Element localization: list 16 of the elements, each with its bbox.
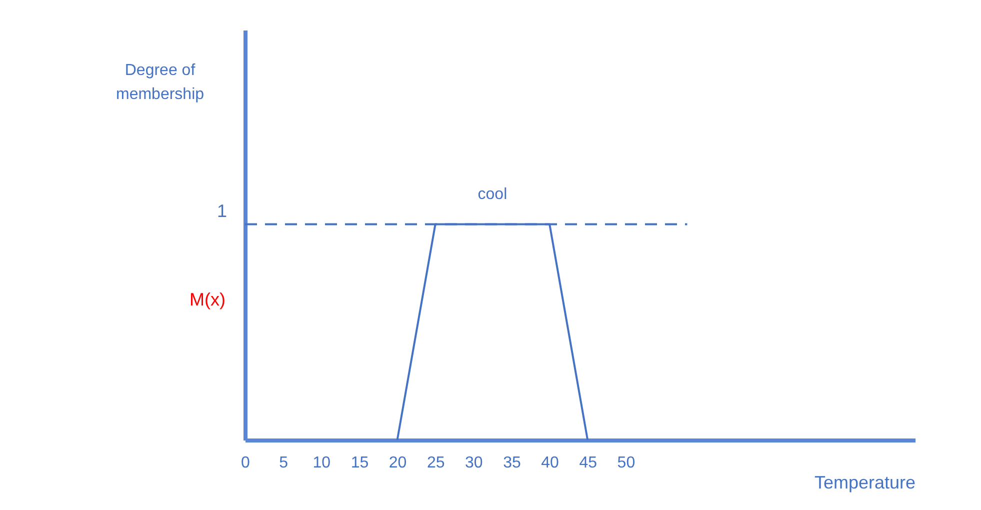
- x-tick-label: 10: [312, 454, 331, 472]
- x-tick-label: 20: [388, 454, 407, 472]
- x-tick-label: 15: [350, 454, 369, 472]
- x-tick-label: 35: [503, 454, 521, 472]
- x-tick-label: 30: [465, 454, 483, 472]
- ref-line-label: 1: [216, 201, 227, 222]
- text: Degree of membership: [116, 62, 204, 103]
- x-tick-label: 45: [579, 454, 598, 472]
- x-axis-title: Temperature: [814, 472, 916, 492]
- x-tick-label: 50: [617, 454, 636, 472]
- y-axis-title: M(x): [190, 289, 226, 310]
- x-tick-label: 25: [426, 454, 445, 472]
- series-label: cool: [478, 186, 508, 204]
- x-tick-label: 0: [241, 454, 250, 472]
- x-tick-label: 40: [541, 454, 560, 472]
- x-tick-label: 5: [279, 454, 288, 472]
